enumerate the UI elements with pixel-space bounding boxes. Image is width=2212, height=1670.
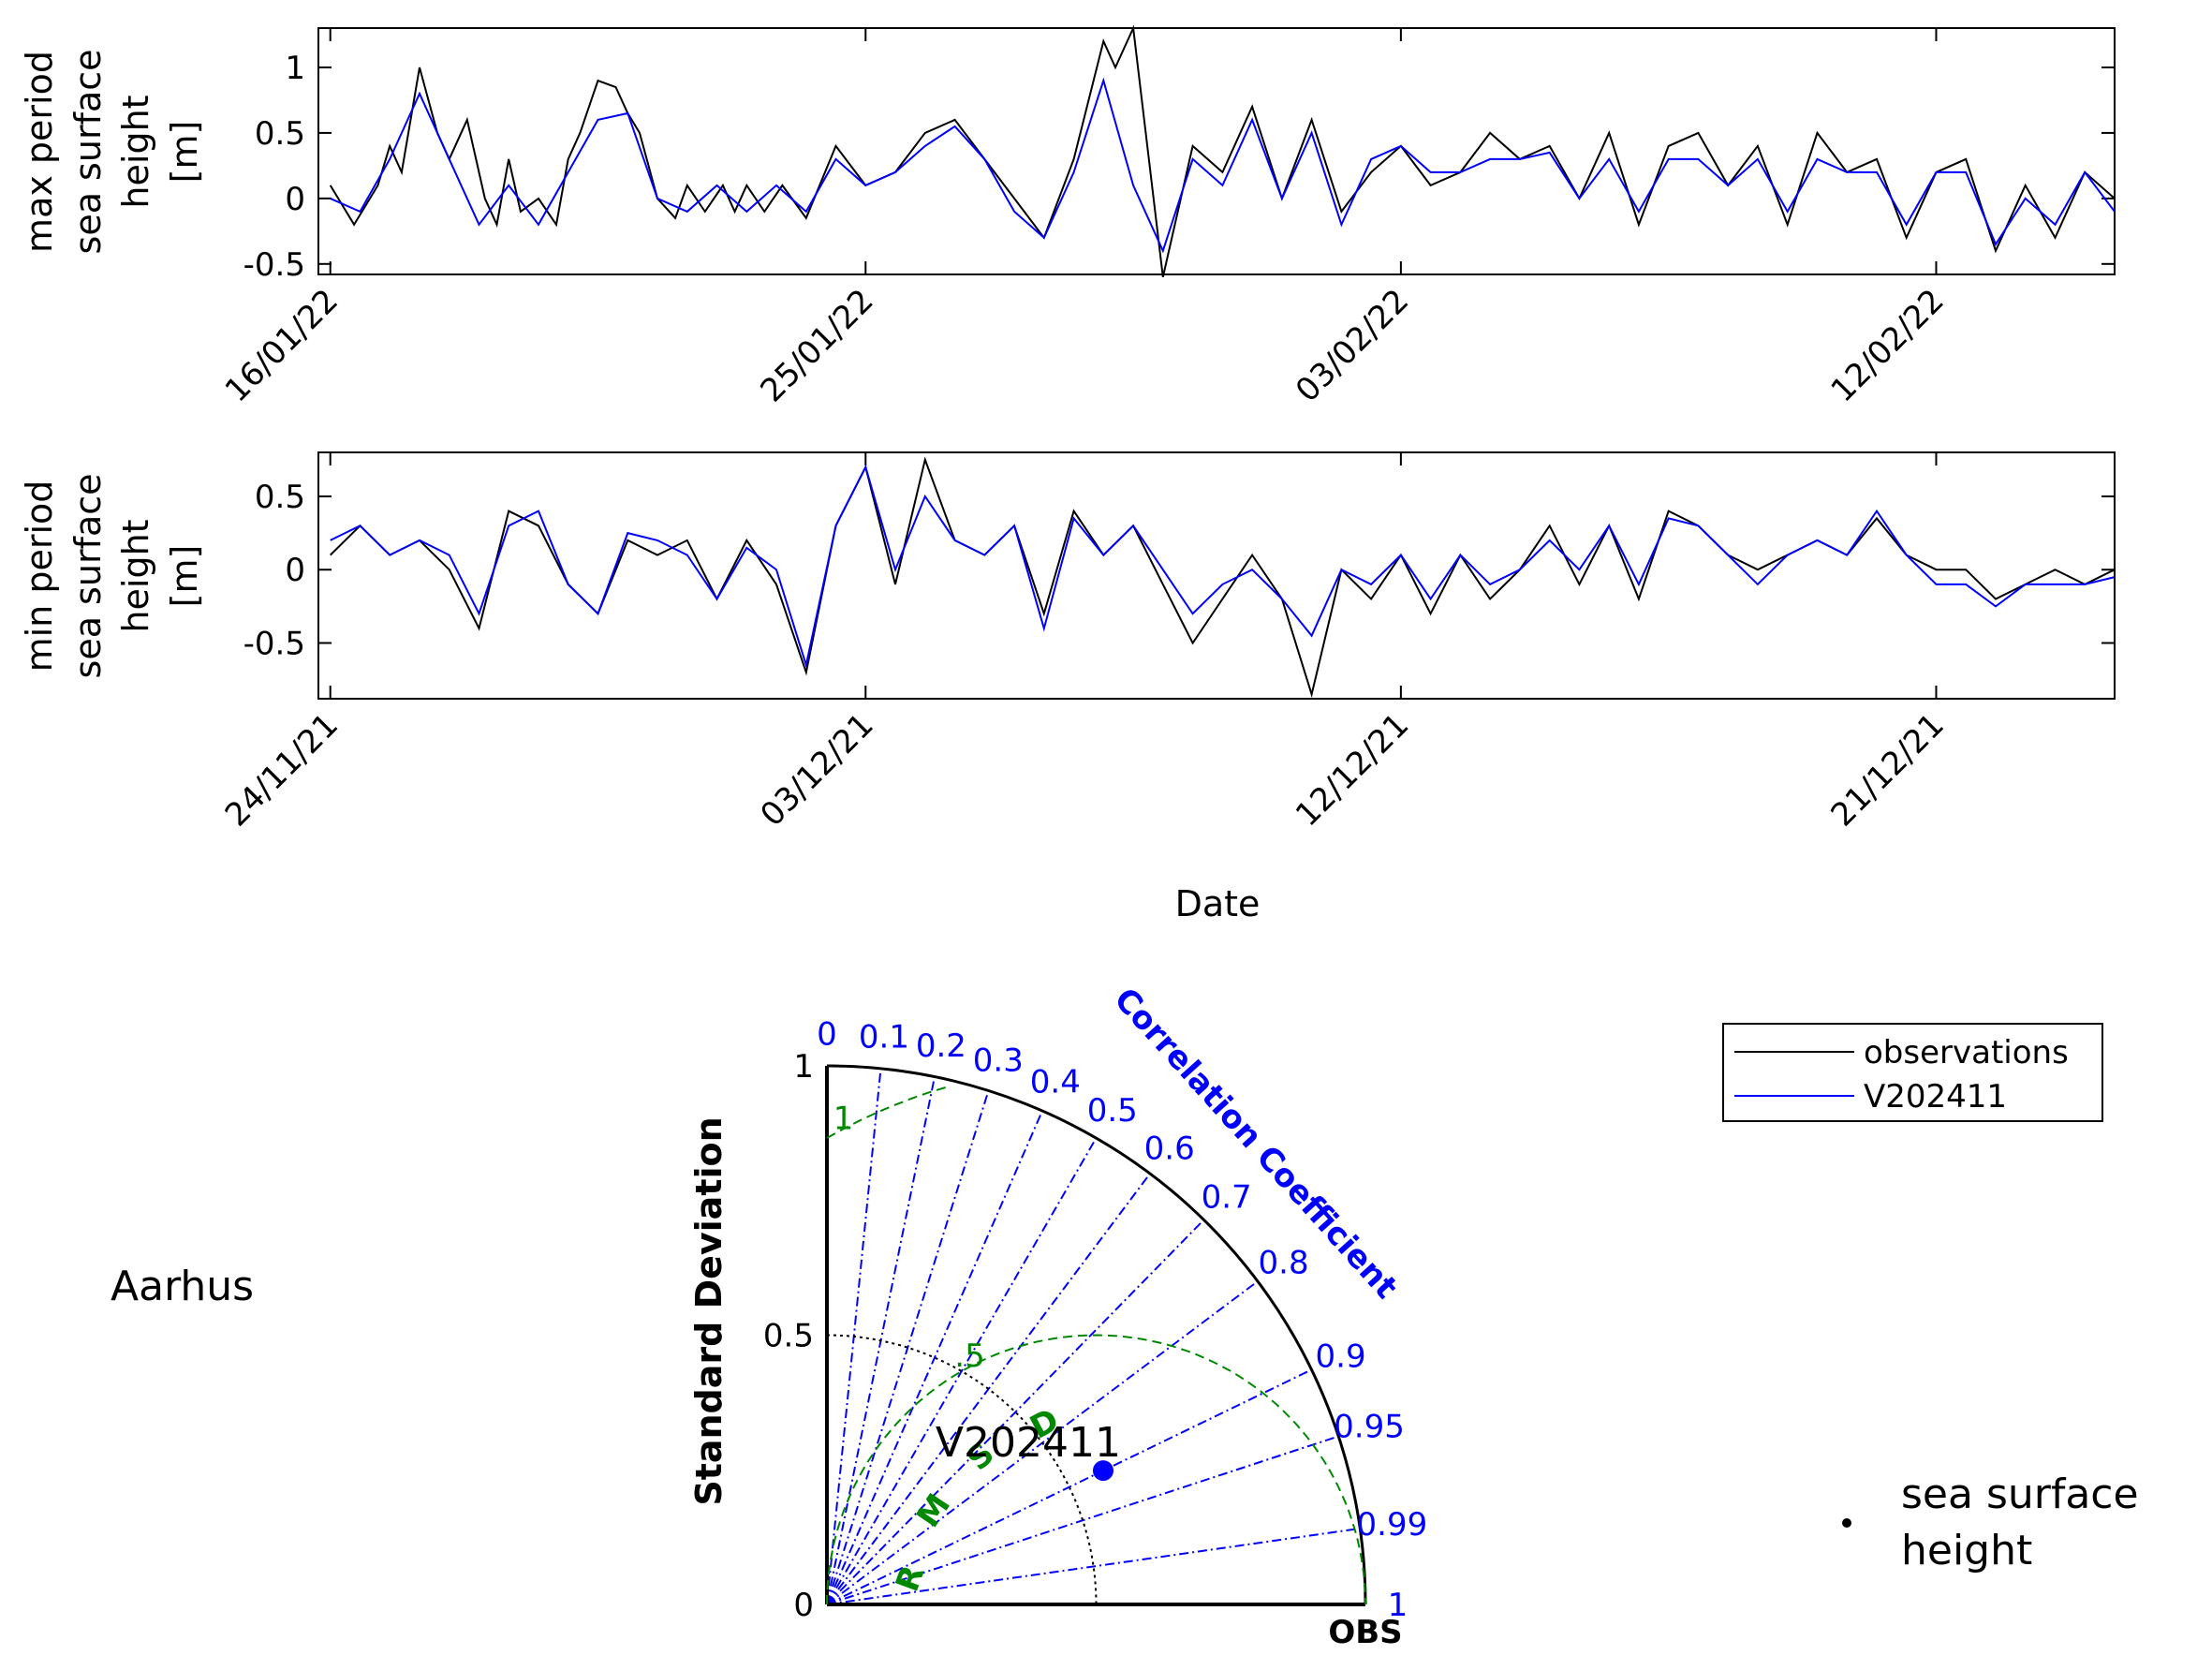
max-period-chart: -0.5 0 0.5 1 16/01/22 25/01/22 03/02/22 12/02/… (19, 24, 2116, 409)
min-ylabel-line2: sea surface (67, 474, 109, 679)
y-tick-label: 0 (285, 552, 305, 589)
series-line-V202411 (330, 464, 2116, 669)
std-tick-label: 1 (793, 1048, 814, 1086)
y-tick-label: 0.5 (255, 115, 305, 153)
station-label: Aarhus (111, 1263, 254, 1310)
correlation-tick-label: 0.6 (1144, 1130, 1195, 1167)
x-tick-label: 03/02/22 (1289, 282, 1416, 409)
min-x-ticks: 24/11/21 03/12/21 12/12/21 21/12/21 (218, 452, 1952, 834)
max-plot-frame (317, 27, 2116, 275)
min-ylabel-line1: min period (19, 480, 60, 672)
y-tick-label: 0 (285, 181, 305, 218)
rmsd-letter: M (909, 1487, 958, 1534)
date-xlabel: Date (1175, 883, 1261, 924)
x-tick-label: 03/12/21 (753, 706, 880, 834)
max-series (329, 24, 2116, 278)
legend-label-observations: observations (1864, 1034, 2069, 1071)
correlation-tick-label: 0.8 (1259, 1244, 1309, 1281)
variable-label-line1: sea surface (1901, 1470, 2139, 1518)
max-ylabel-line3: height (115, 95, 156, 208)
taylor-xlabel: OBS (1328, 1614, 1402, 1651)
y-tick-label: 1 (285, 50, 305, 87)
correlation-tick-label: 1 (1388, 1587, 1408, 1624)
std-tick-label: 0.5 (763, 1318, 814, 1355)
y-tick-label: 0.5 (255, 479, 305, 516)
correlation-tick-label: 0.99 (1357, 1506, 1428, 1544)
correlation-ray (826, 1368, 1312, 1605)
correlation-ray (826, 1090, 990, 1605)
rmsd-arc (826, 1334, 1366, 1605)
x-tick-label: 16/01/22 (218, 282, 346, 409)
correlation-ray (826, 1435, 1339, 1605)
min-plot-frame (317, 451, 2116, 700)
correlation-tick-label: 0.4 (1030, 1063, 1081, 1101)
series-line-observations (329, 456, 2116, 699)
taylor-ylabel: Standard Deviation (688, 1116, 730, 1505)
max-ylabel-line2: sea surface (67, 50, 109, 255)
x-tick-label: 21/12/21 (1824, 706, 1952, 834)
correlation-ray (826, 1110, 1043, 1605)
correlation-tick-label: 0.3 (973, 1042, 1024, 1080)
rmsd-tick-label: 1 (833, 1100, 854, 1137)
series-line-observations (329, 24, 2116, 278)
reference-std-arc (826, 1334, 1098, 1605)
correlation-tick-label: 0.2 (916, 1027, 966, 1065)
correlation-tick-label: 0.7 (1202, 1179, 1252, 1217)
legend-label-model: V202411 (1864, 1078, 2007, 1116)
correlation-tick-label: 0 (817, 1016, 837, 1054)
legend-box (1722, 1023, 2103, 1122)
min-series (329, 456, 2116, 699)
max-x-ticks: 16/01/22 25/01/22 03/02/22 12/02/22 (218, 28, 1952, 409)
variable-label-line2: height (1901, 1527, 2032, 1574)
min-y-ticks: -0.5 0 0.5 (243, 479, 2115, 663)
legend: observations V202411 (1722, 1023, 2103, 1122)
x-tick-label: 24/11/21 (218, 706, 346, 834)
correlation-ray (826, 1527, 1361, 1605)
model-point (1092, 1460, 1113, 1482)
y-tick-label: -0.5 (243, 246, 305, 284)
min-ylabel-line4: [m] (164, 545, 205, 608)
y-tick-label: -0.5 (243, 626, 305, 663)
taylor-diagram: 0 0.1 0.2 0.30.40.50.60.70.80.90.950.991.51… (688, 981, 1427, 1651)
x-tick-label: 25/01/22 (753, 282, 880, 409)
correlation-ray (826, 1219, 1205, 1605)
x-tick-label: 12/12/21 (1289, 706, 1416, 834)
correlation-ray (826, 1137, 1098, 1605)
rmsd-letter: R (889, 1560, 933, 1596)
min-ylabel-line3: height (115, 519, 156, 632)
correlation-tick-label: 0.9 (1316, 1337, 1366, 1375)
correlation-tick-label: 0.95 (1334, 1409, 1405, 1446)
max-ylabel-line1: max period (19, 51, 60, 253)
min-period-chart: -0.5 0 0.5 24/11/21 03/12/21 12/12/21 21/12/2… (19, 451, 2116, 834)
max-ylabel-line4: [m] (164, 121, 205, 184)
max-y-ticks: -0.5 0 0.5 1 (243, 50, 2115, 284)
taylor-outer-arc (826, 1064, 1367, 1605)
correlation-tick-label: 0.1 (859, 1019, 909, 1057)
rmsd-tick-label: .5 (954, 1337, 984, 1375)
taylor-labels: 0 0.1 0.2 0.30.40.50.60.70.80.90.950.991.51… (763, 981, 1427, 1624)
variable-marker (1842, 1518, 1851, 1528)
series-line-V202411 (330, 77, 2116, 254)
rmsd-arc (826, 1086, 949, 1139)
correlation-tick-label: 0.5 (1087, 1092, 1138, 1130)
model-point-label: V202411 (936, 1419, 1121, 1467)
taylor-grid (825, 1064, 1367, 1606)
x-tick-label: 12/02/22 (1824, 282, 1952, 409)
std-tick-label: 0 (793, 1587, 814, 1624)
